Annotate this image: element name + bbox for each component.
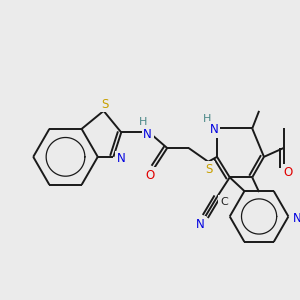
Text: S: S [101,98,108,111]
Text: N: N [210,123,218,136]
Text: H: H [203,114,212,124]
Text: H: H [139,117,147,127]
Text: S: S [206,163,213,176]
Text: N: N [293,212,300,225]
Text: N: N [143,128,152,141]
Text: O: O [145,169,154,182]
Text: O: O [284,166,293,179]
Text: C: C [220,197,228,207]
Text: N: N [117,152,126,165]
Text: N: N [196,218,205,231]
